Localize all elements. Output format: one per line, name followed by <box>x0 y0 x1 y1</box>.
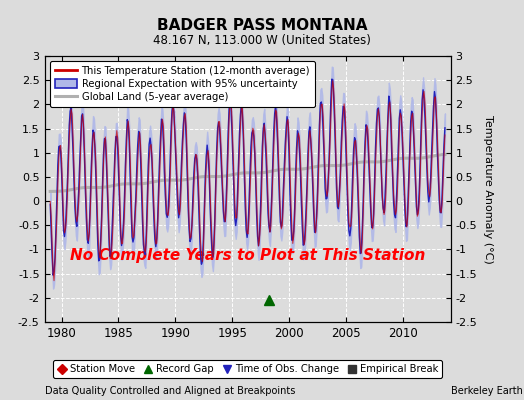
Text: Berkeley Earth: Berkeley Earth <box>451 386 522 396</box>
Y-axis label: Temperature Anomaly (°C): Temperature Anomaly (°C) <box>483 115 493 263</box>
Text: Data Quality Controlled and Aligned at Breakpoints: Data Quality Controlled and Aligned at B… <box>45 386 295 396</box>
Text: BADGER PASS MONTANA: BADGER PASS MONTANA <box>157 18 367 33</box>
Text: No Complete Years to Plot at This Station: No Complete Years to Plot at This Statio… <box>70 248 425 263</box>
Text: 48.167 N, 113.000 W (United States): 48.167 N, 113.000 W (United States) <box>153 34 371 47</box>
Legend: Station Move, Record Gap, Time of Obs. Change, Empirical Break: Station Move, Record Gap, Time of Obs. C… <box>53 360 442 378</box>
